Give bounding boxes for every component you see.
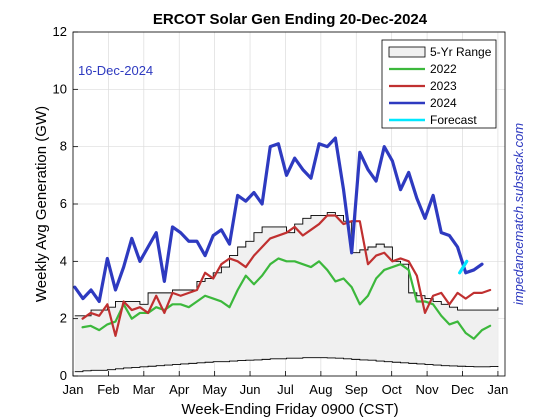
source-watermark: impedancematch.substack.com xyxy=(511,123,526,305)
y-tick-label: 8 xyxy=(60,139,67,154)
legend-swatch-range xyxy=(388,46,426,58)
series-line-forecast xyxy=(458,259,469,275)
y-tick-label: 10 xyxy=(53,81,67,96)
x-tick-label: May xyxy=(202,382,227,397)
five-year-range xyxy=(74,212,499,373)
legend: 5-Yr Range 2022 2023 2024 Forecast xyxy=(381,39,497,129)
legend-label: 5-Yr Range xyxy=(430,45,492,59)
y-tick-label: 6 xyxy=(60,196,67,211)
x-tick-label: Jan xyxy=(63,382,84,397)
y-tick-label: 0 xyxy=(60,368,67,383)
x-axis-label: Week-Ending Friday 0900 (CST) xyxy=(181,401,398,418)
legend-label: Forecast xyxy=(430,113,477,127)
y-axis-ticks: 0 2 4 6 8 10 12 xyxy=(53,24,78,383)
x-tick-label: Jul xyxy=(277,382,294,397)
y-axis-label: Weekly Avg Generation (GW) xyxy=(33,106,50,302)
x-tick-label: Oct xyxy=(382,382,403,397)
x-tick-label: Dec xyxy=(451,382,475,397)
x-tick-label: Aug xyxy=(309,382,332,397)
x-axis-ticks: Jan Feb Mar Apr May Jun Jul Aug Sep Oct Nov Dec Jan xyxy=(63,371,508,397)
legend-label: 2023 xyxy=(430,79,457,93)
x-tick-label: Feb xyxy=(97,382,119,397)
x-tick-label: Jan xyxy=(487,382,508,397)
chart-title: ERCOT Solar Gen Ending 20-Dec-2024 xyxy=(153,11,428,28)
y-tick-label: 12 xyxy=(53,24,67,39)
x-tick-label: Mar xyxy=(133,382,156,397)
series-line-2024 xyxy=(73,136,484,304)
y-tick-label: 2 xyxy=(60,311,67,326)
range-upper-line xyxy=(74,212,499,317)
x-tick-label: Sep xyxy=(345,382,368,397)
range-lower-line xyxy=(74,357,499,373)
series-line-2023 xyxy=(81,214,492,337)
legend-label: 2024 xyxy=(430,96,457,110)
x-tick-label: Apr xyxy=(169,382,190,397)
series-lines xyxy=(73,136,492,340)
y-tick-label: 4 xyxy=(60,253,67,268)
legend-label: 2022 xyxy=(430,62,457,76)
x-tick-label: Nov xyxy=(416,382,440,397)
x-tick-label: Jun xyxy=(240,382,261,397)
date-annotation: 16-Dec-2024 xyxy=(78,63,153,78)
